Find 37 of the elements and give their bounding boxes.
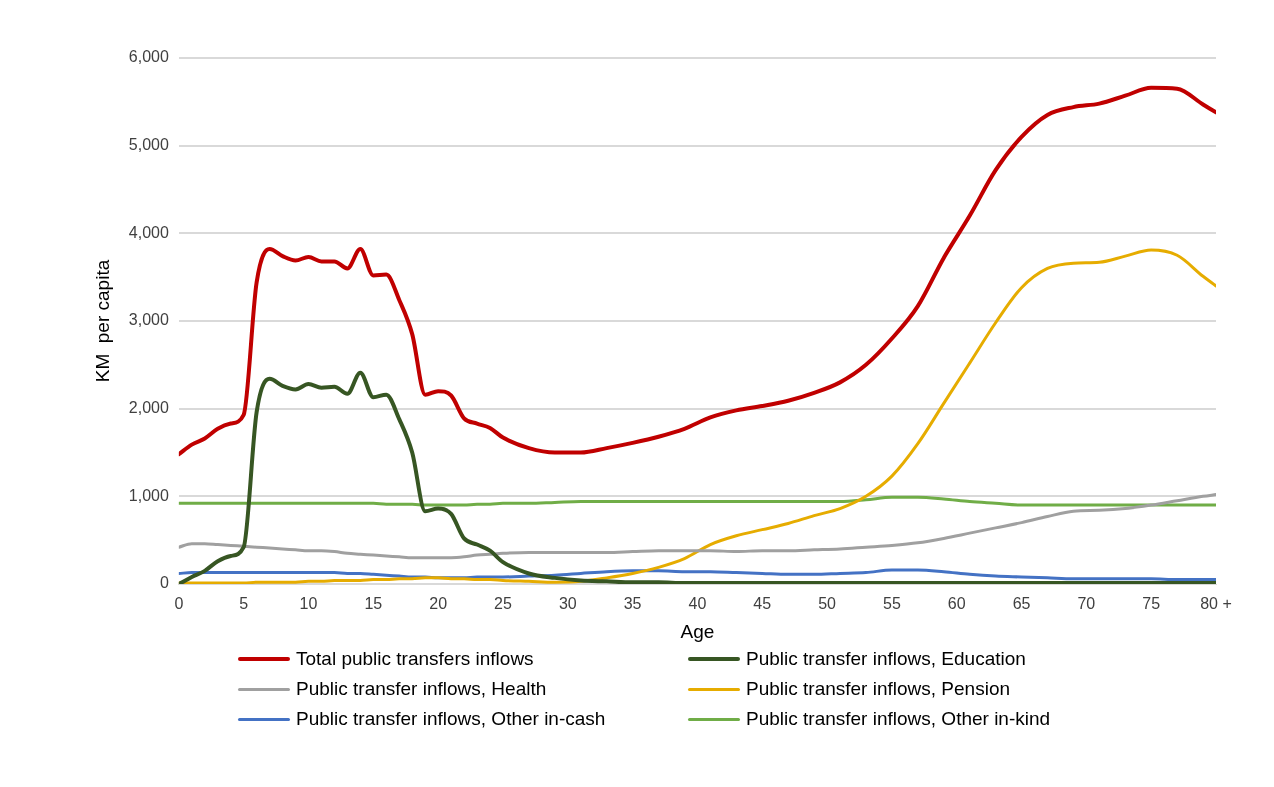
y-tick-label: 0 [159,574,169,592]
x-tick-label: 30 [558,595,577,613]
x-tick-label: 15 [364,595,383,613]
line-series [178,493,1216,560]
x-tick-label: 75 [1142,595,1161,613]
legend-label: Public transfer inflows, Pension [746,678,1011,700]
x-tick-label: 10 [299,595,318,613]
x-tick-label: 35 [623,595,642,613]
line-series [178,85,1216,457]
x-axis-title: Age [680,620,715,642]
legend-label: Public transfer inflows, Education [746,648,1026,670]
legend-label: Public transfer inflows, Other in-kind [746,708,1051,730]
x-tick-label: 5 [239,595,249,613]
legend-label: Public transfer inflows, Health [296,678,547,700]
y-tick-label: 2,000 [128,399,169,417]
y-tick-label: 3,000 [128,311,169,329]
x-tick-label: 60 [947,595,966,613]
y-tick-label: 4,000 [128,223,169,241]
x-tick-label: 25 [494,595,512,613]
x-tick-label: 55 [882,595,901,613]
x-tick-label: 0 [174,595,184,613]
x-tick-label: 20 [429,595,448,613]
line-series [178,568,1216,582]
x-tick-label: 65 [1012,595,1031,613]
y-tick-label: 6,000 [128,48,169,66]
line-series [178,495,1216,507]
x-tick-label: 40 [688,595,707,613]
legend-label: Public transfer inflows, Other in-cash [296,708,606,730]
y-tick-label: 1,000 [128,486,169,504]
x-tick-label: 50 [818,595,837,613]
y-axis-title: KM per capita [91,259,113,383]
x-tick-label: 80 + [1200,595,1232,613]
y-tick-label: 5,000 [128,136,169,154]
line-series [178,370,1216,584]
x-tick-label: 45 [753,595,772,613]
legend-label: Total public transfers inflows [296,648,534,670]
x-tick-label: 70 [1077,595,1096,613]
